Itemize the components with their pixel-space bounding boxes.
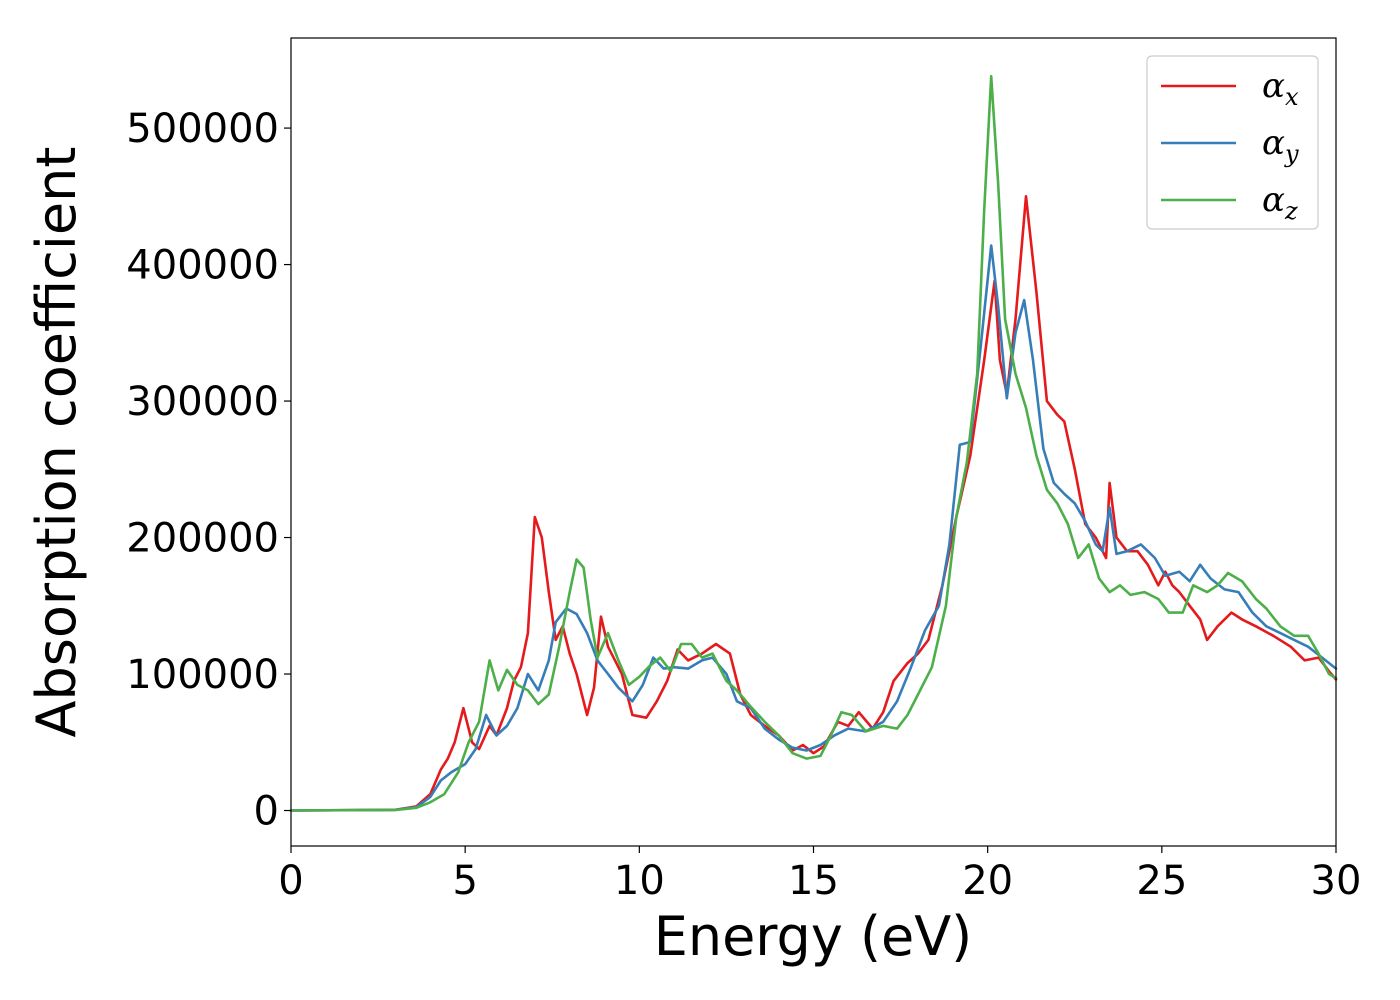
y-tick-label: 0 (254, 789, 279, 835)
y-axis-title: Absorption coefficient (25, 147, 88, 738)
y-tick-label: 100000 (126, 652, 279, 698)
x-tick-label: 5 (452, 858, 477, 904)
x-tick-label: 10 (614, 858, 665, 904)
series-line-y (289, 244, 1338, 812)
x-axis-title: Energy (eV) (654, 905, 973, 968)
y-tick-label: 200000 (126, 516, 279, 562)
y-tick-label: 300000 (126, 379, 279, 425)
legend-label-z: αz (1262, 180, 1298, 225)
x-axis-ticks: 0 5 10 15 20 25 30 (278, 846, 1361, 904)
y-tick-label: 500000 (126, 106, 279, 152)
x-tick-label: 20 (962, 858, 1013, 904)
y-axis-ticks: 0 100000 200000 300000 400000 500000 (126, 106, 291, 835)
x-tick-label: 15 (788, 858, 839, 904)
y-tick-label: 400000 (126, 243, 279, 289)
x-tick-label: 25 (1136, 858, 1187, 904)
series-layer (289, 74, 1338, 812)
legend: αx αy αz (1146, 55, 1319, 230)
x-tick-label: 0 (278, 858, 303, 904)
series-line-z (289, 74, 1338, 812)
legend-label-y: αy (1262, 123, 1299, 168)
x-tick-label: 30 (1311, 858, 1362, 904)
series-line-x (289, 195, 1338, 812)
legend-label-x: αx (1262, 66, 1299, 111)
